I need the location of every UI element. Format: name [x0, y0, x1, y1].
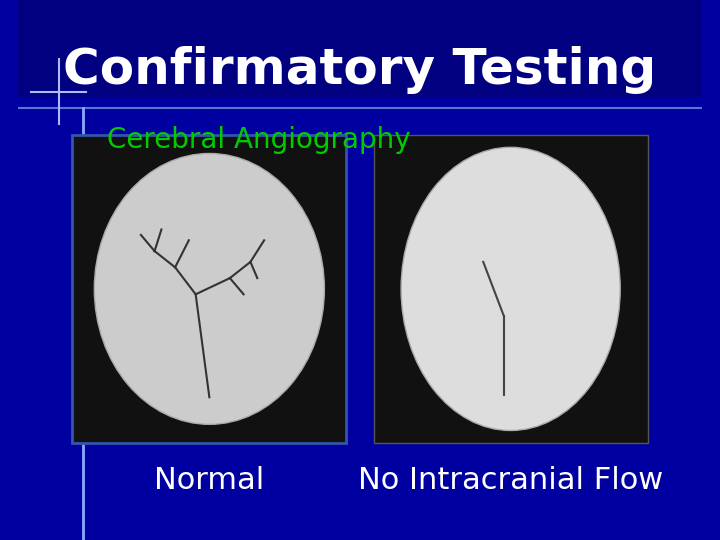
Ellipse shape: [94, 153, 325, 424]
Bar: [374, 135, 647, 443]
Text: Cerebral Angiography: Cerebral Angiography: [107, 126, 410, 154]
Text: No Intracranial Flow: No Intracranial Flow: [358, 466, 663, 495]
Bar: [73, 135, 346, 443]
Text: Confirmatory Testing: Confirmatory Testing: [63, 46, 657, 94]
Bar: [17, 0, 703, 97]
Ellipse shape: [401, 147, 620, 430]
Text: Normal: Normal: [154, 466, 264, 495]
